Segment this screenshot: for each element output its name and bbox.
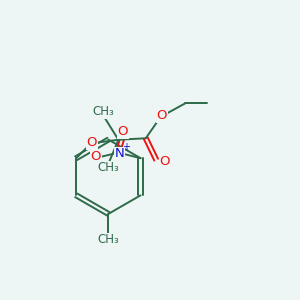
- Text: O: O: [86, 136, 97, 149]
- Text: O: O: [160, 154, 170, 168]
- Text: N: N: [114, 147, 124, 160]
- Text: CH₃: CH₃: [97, 161, 119, 174]
- Text: O: O: [91, 150, 101, 163]
- Text: −: −: [85, 145, 94, 155]
- Text: O: O: [118, 125, 128, 138]
- Text: CH₃: CH₃: [93, 105, 114, 118]
- Text: +: +: [122, 142, 130, 152]
- Text: O: O: [157, 109, 167, 122]
- Text: CH₃: CH₃: [98, 233, 119, 246]
